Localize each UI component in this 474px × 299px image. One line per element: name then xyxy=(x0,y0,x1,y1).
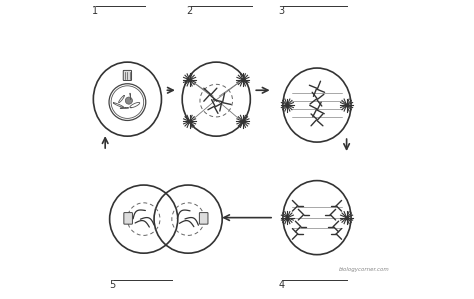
Text: 5: 5 xyxy=(109,280,116,290)
FancyBboxPatch shape xyxy=(124,213,132,224)
Text: 2: 2 xyxy=(187,6,193,16)
FancyBboxPatch shape xyxy=(123,70,132,80)
Text: 1: 1 xyxy=(92,6,98,16)
FancyBboxPatch shape xyxy=(200,213,208,224)
Text: biologycorner.com: biologycorner.com xyxy=(339,267,390,272)
Circle shape xyxy=(125,97,132,104)
Text: 4: 4 xyxy=(278,280,284,290)
Text: 3: 3 xyxy=(278,6,284,16)
